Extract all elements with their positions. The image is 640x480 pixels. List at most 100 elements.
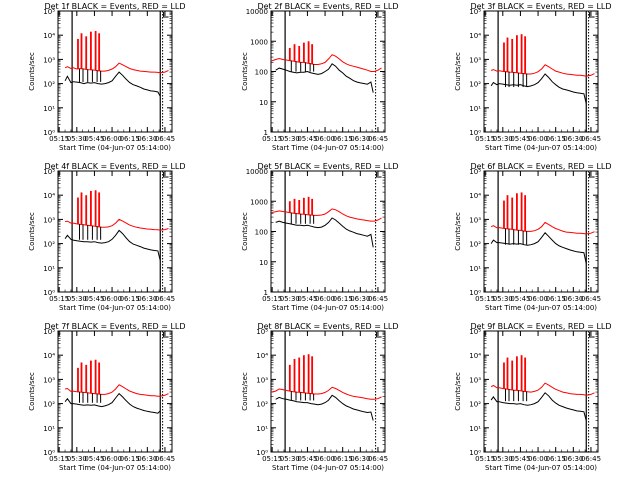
x-tick-label: 06:00	[102, 295, 122, 303]
y-tick-label: 10²	[256, 401, 268, 409]
y-tick-label: 10³	[43, 56, 55, 64]
y-tick-label: 10²	[43, 81, 55, 89]
chart-title: Det 7f BLACK = Events, RED = LLD	[44, 322, 185, 331]
events-series-line	[64, 71, 161, 97]
y-tick-label: 10⁵	[43, 328, 55, 336]
chart-title: Det 8f BLACK = Events, RED = LLD	[257, 322, 398, 331]
x-tick-label: 06:00	[102, 455, 122, 463]
detector-chart: Det 5f BLACK = Events, RED = LLD 1 10 100 10…	[241, 162, 399, 312]
detector-panel: Det 4f BLACK = Events, RED = LLD 10⁰ 10¹ 10…	[0, 160, 213, 320]
x-tick-label: 06:30	[137, 295, 157, 303]
y-tick-label: 10000	[246, 168, 268, 176]
events-series-line	[275, 394, 374, 421]
x-tick-label: 06:45	[368, 295, 388, 303]
x-tick-label: 05:15	[49, 295, 69, 303]
x-axis-label: Start Time (04-Jun-07 05:14:00)	[59, 464, 171, 472]
x-tick-label: 06:15	[120, 455, 140, 463]
x-tick-label: 05:15	[49, 455, 69, 463]
x-axis-label: Start Time (04-Jun-07 05:14:00)	[272, 144, 384, 152]
x-tick-label: 05:45	[510, 295, 530, 303]
y-tick-label: 10⁰	[469, 449, 481, 457]
x-tick-label: 06:30	[350, 455, 370, 463]
y-axis-label: Counts/sec	[28, 212, 36, 251]
x-tick-label: 06:15	[333, 295, 353, 303]
y-tick-label: 10³	[469, 56, 481, 64]
flag-marker	[163, 172, 169, 178]
plot-frame	[483, 330, 599, 453]
detector-chart: Det 1f BLACK = Events, RED = LLD 10⁰ 10¹ 10…	[28, 2, 186, 152]
x-tick-label: 05:30	[67, 455, 87, 463]
y-tick-label: 10⁵	[256, 328, 268, 336]
x-tick-label: 06:00	[528, 135, 548, 143]
detector-chart: Det 7f BLACK = Events, RED = LLD 10⁰ 10¹ 10…	[28, 322, 186, 472]
x-tick-label: 05:45	[297, 295, 317, 303]
plot-frame	[270, 330, 386, 453]
x-tick-label: 06:15	[546, 135, 566, 143]
plot-frame	[57, 170, 173, 293]
y-tick-label: 10⁵	[43, 8, 55, 16]
y-tick-label: 10⁵	[469, 168, 481, 176]
detector-chart: Det 4f BLACK = Events, RED = LLD 10⁰ 10¹ 10…	[28, 162, 186, 312]
detector-chart: Det 6f BLACK = Events, RED = LLD 10⁰ 10¹ 10…	[454, 162, 612, 312]
x-tick-label: 06:00	[102, 135, 122, 143]
y-tick-label: 10²	[43, 401, 55, 409]
detector-panel: Det 3f BLACK = Events, RED = LLD 10⁰ 10¹ 10…	[426, 0, 639, 160]
x-tick-label: 05:30	[493, 455, 513, 463]
x-axis-label: Start Time (04-Jun-07 05:14:00)	[272, 304, 384, 312]
y-tick-label: 10⁴	[256, 352, 268, 360]
y-tick-label: 10⁰	[469, 289, 481, 297]
y-tick-label: 10	[259, 259, 268, 267]
y-tick-label: 10³	[469, 216, 481, 224]
y-tick-label: 10⁴	[43, 192, 55, 200]
y-tick-label: 10¹	[43, 425, 55, 433]
x-tick-label: 05:45	[84, 455, 104, 463]
y-tick-label: 10¹	[469, 425, 481, 433]
lld-series-line	[270, 208, 382, 222]
y-axis-label: Counts/sec	[28, 52, 36, 91]
chart-title: Det 6f BLACK = Events, RED = LLD	[470, 162, 611, 171]
x-tick-label: 05:30	[493, 295, 513, 303]
flag-marker	[589, 172, 595, 178]
lld-series-line	[64, 218, 169, 231]
y-axis-label: Counts/sec	[454, 212, 462, 251]
plot-frame	[57, 10, 173, 133]
y-tick-label: 10⁰	[43, 289, 55, 297]
x-tick-label: 06:15	[120, 135, 140, 143]
y-tick-label: 10⁵	[469, 8, 481, 16]
y-tick-label: 10	[259, 99, 268, 107]
y-axis-label: Counts/sec	[28, 372, 36, 411]
x-tick-label: 05:45	[510, 455, 530, 463]
x-axis-label: Start Time (04-Jun-07 05:14:00)	[272, 464, 384, 472]
chart-title: Det 3f BLACK = Events, RED = LLD	[470, 2, 611, 11]
y-tick-label: 10⁴	[469, 352, 481, 360]
detector-panel: Det 6f BLACK = Events, RED = LLD 10⁰ 10¹ 10…	[426, 160, 639, 320]
detector-chart: Det 8f BLACK = Events, RED = LLD 10⁰ 10¹ 10…	[241, 322, 399, 472]
y-tick-label: 10³	[43, 376, 55, 384]
x-tick-label: 06:45	[581, 295, 601, 303]
detector-chart: Det 9f BLACK = Events, RED = LLD 10⁰ 10¹ 10…	[454, 322, 612, 472]
y-tick-label: 10⁴	[469, 32, 481, 40]
x-tick-label: 05:45	[84, 295, 104, 303]
y-tick-label: 10⁵	[469, 328, 481, 336]
x-tick-label: 05:15	[262, 295, 282, 303]
y-axis-label: Counts/sec	[241, 372, 249, 411]
y-tick-label: 10⁴	[43, 352, 55, 360]
chart-title: Det 5f BLACK = Events, RED = LLD	[257, 162, 398, 171]
x-tick-label: 05:30	[280, 295, 300, 303]
events-series-line	[275, 217, 374, 248]
events-series-line	[64, 392, 161, 414]
y-tick-label: 10¹	[256, 425, 268, 433]
x-tick-label: 06:15	[333, 135, 353, 143]
x-tick-label: 05:30	[67, 135, 87, 143]
x-tick-label: 06:00	[315, 135, 335, 143]
x-tick-label: 05:30	[280, 455, 300, 463]
lld-series-line	[64, 62, 169, 74]
detector-panel: Det 2f BLACK = Events, RED = LLD 1 10 100 10…	[213, 0, 426, 160]
x-tick-label: 05:15	[262, 135, 282, 143]
events-series-line	[490, 392, 587, 421]
y-tick-label: 10¹	[469, 105, 481, 113]
y-axis-label: Counts/sec	[241, 212, 249, 251]
y-tick-label: 10²	[469, 81, 481, 89]
x-axis-label: Start Time (04-Jun-07 05:14:00)	[485, 464, 597, 472]
